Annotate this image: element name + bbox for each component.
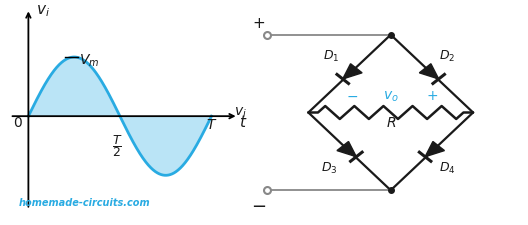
Text: $t$: $t$ bbox=[239, 114, 247, 130]
Polygon shape bbox=[337, 142, 356, 157]
Text: $T$: $T$ bbox=[206, 118, 218, 132]
Text: $v_i$: $v_i$ bbox=[36, 3, 50, 19]
Text: $V_m$: $V_m$ bbox=[79, 52, 99, 69]
Text: $v_o$: $v_o$ bbox=[383, 90, 399, 104]
Polygon shape bbox=[425, 142, 445, 157]
Text: $+$: $+$ bbox=[426, 89, 438, 103]
Text: $D_2$: $D_2$ bbox=[439, 49, 455, 64]
Text: $+$: $+$ bbox=[252, 16, 266, 32]
Text: $D_1$: $D_1$ bbox=[324, 49, 340, 64]
Text: $-$: $-$ bbox=[346, 89, 359, 103]
Text: $R$: $R$ bbox=[385, 116, 396, 130]
Text: $D_3$: $D_3$ bbox=[320, 161, 337, 176]
Text: $0$: $0$ bbox=[13, 116, 23, 130]
Text: $D_4$: $D_4$ bbox=[439, 161, 455, 176]
Text: $v_i$: $v_i$ bbox=[234, 105, 247, 120]
Polygon shape bbox=[419, 64, 439, 79]
Text: homemade-circuits.com: homemade-circuits.com bbox=[18, 198, 150, 208]
Text: $-$: $-$ bbox=[251, 196, 267, 214]
Polygon shape bbox=[343, 64, 362, 79]
Text: $\dfrac{T}{2}$: $\dfrac{T}{2}$ bbox=[112, 133, 122, 159]
